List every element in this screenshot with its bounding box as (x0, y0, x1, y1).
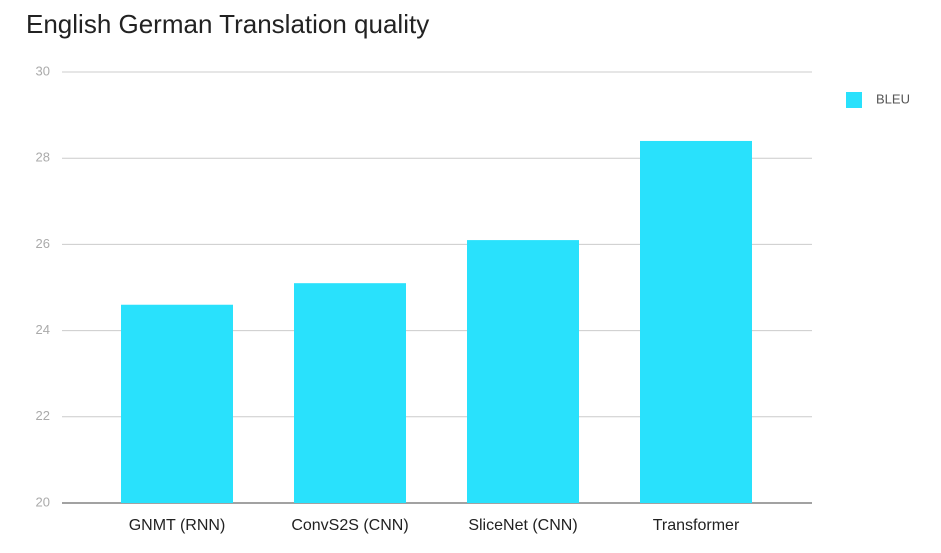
bar (640, 140, 752, 503)
y-tick-label: 28 (36, 150, 50, 165)
x-tick-label: ConvS2S (CNN) (291, 517, 408, 534)
chart-title: English German Translation quality (26, 9, 429, 39)
bar (121, 304, 233, 503)
x-tick-label: Transformer (653, 517, 740, 534)
x-tick-label: GNMT (RNN) (129, 517, 226, 534)
bar (467, 240, 579, 503)
y-tick-label: 22 (36, 408, 50, 423)
y-tick-label: 24 (36, 322, 50, 337)
legend-swatch (846, 92, 862, 108)
y-tick-label: 30 (36, 63, 50, 78)
legend-label: BLEU (876, 91, 910, 106)
bar (294, 283, 406, 503)
x-tick-label: SliceNet (CNN) (468, 517, 577, 534)
y-tick-label: 26 (36, 236, 50, 251)
y-tick-label: 20 (36, 494, 50, 509)
